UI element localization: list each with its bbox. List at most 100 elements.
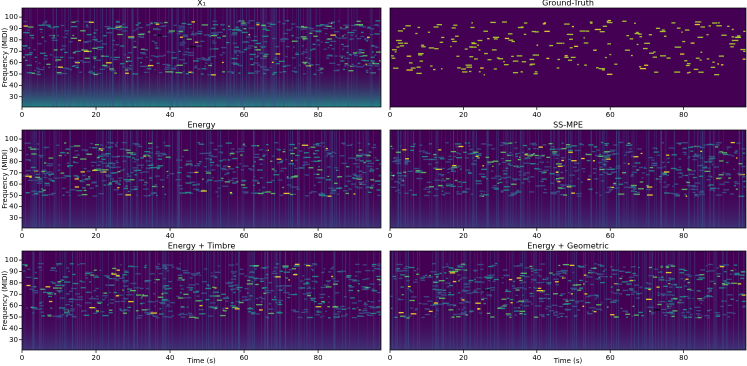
note-energy bbox=[395, 161, 401, 162]
note-energy bbox=[677, 27, 681, 28]
note-energy bbox=[734, 152, 738, 153]
note-energy bbox=[432, 263, 436, 264]
note-energy bbox=[178, 51, 180, 52]
note-energy bbox=[546, 306, 549, 307]
note-energy bbox=[298, 143, 300, 144]
note-energy bbox=[274, 267, 279, 268]
note-energy bbox=[737, 173, 741, 174]
note-energy bbox=[307, 288, 311, 289]
note-energy bbox=[28, 72, 33, 73]
note-energy bbox=[515, 314, 517, 315]
note-energy bbox=[71, 22, 75, 23]
note-energy bbox=[622, 281, 628, 282]
note-energy bbox=[348, 157, 354, 158]
note-energy bbox=[510, 317, 512, 318]
note-energy bbox=[109, 167, 115, 168]
note-energy bbox=[209, 155, 213, 156]
note-energy bbox=[706, 295, 712, 296]
x-tick-label: 60 bbox=[606, 354, 615, 362]
note-energy bbox=[55, 59, 61, 60]
note-energy bbox=[55, 270, 57, 271]
note-energy bbox=[618, 142, 624, 143]
note-energy bbox=[455, 180, 457, 181]
note-energy bbox=[596, 304, 601, 305]
note-energy bbox=[306, 265, 311, 266]
note-energy bbox=[451, 169, 453, 170]
note-energy bbox=[273, 174, 279, 175]
note-energy bbox=[349, 290, 353, 291]
note-energy bbox=[561, 293, 566, 294]
note-energy bbox=[303, 283, 309, 284]
note-energy bbox=[256, 43, 261, 44]
note-energy bbox=[255, 284, 259, 285]
note-energy bbox=[462, 289, 465, 290]
note-energy bbox=[148, 280, 151, 281]
note-energy bbox=[95, 40, 97, 41]
note-energy bbox=[411, 67, 416, 68]
note-energy bbox=[291, 23, 296, 24]
note-energy bbox=[687, 185, 690, 186]
note-energy bbox=[187, 164, 192, 165]
note-energy bbox=[706, 271, 709, 272]
note-energy bbox=[43, 292, 47, 293]
note-energy bbox=[326, 155, 328, 156]
note-energy bbox=[324, 284, 329, 285]
x-tick-label: 80 bbox=[314, 232, 323, 240]
note-energy bbox=[570, 181, 572, 182]
note-energy bbox=[205, 158, 211, 159]
y-tick-label: 70 bbox=[9, 290, 18, 298]
note-energy bbox=[483, 31, 488, 32]
note-energy bbox=[155, 45, 157, 46]
note-energy bbox=[58, 291, 60, 292]
note-energy bbox=[370, 34, 373, 35]
note-energy bbox=[151, 22, 153, 23]
note-energy bbox=[442, 194, 445, 195]
note-energy bbox=[428, 164, 432, 165]
note-energy bbox=[102, 43, 107, 44]
note-energy bbox=[187, 297, 191, 298]
note-energy bbox=[508, 195, 513, 196]
note-energy bbox=[31, 191, 36, 192]
note-energy bbox=[303, 264, 308, 265]
note-energy bbox=[728, 305, 732, 306]
note-energy bbox=[508, 33, 513, 34]
note-energy bbox=[552, 154, 558, 155]
note-energy bbox=[220, 168, 226, 169]
note-energy bbox=[330, 268, 334, 269]
note-energy bbox=[127, 307, 131, 308]
note-energy bbox=[355, 264, 359, 265]
note-energy bbox=[463, 301, 469, 302]
note-energy bbox=[692, 186, 698, 187]
note-energy bbox=[568, 159, 571, 160]
note-energy bbox=[178, 275, 183, 276]
note-energy bbox=[686, 65, 690, 66]
note-energy bbox=[730, 46, 734, 47]
note-energy bbox=[377, 180, 380, 181]
note-energy bbox=[334, 167, 337, 168]
note-energy bbox=[208, 286, 210, 287]
note-energy bbox=[353, 53, 357, 54]
note-energy bbox=[710, 188, 716, 189]
note-energy bbox=[544, 166, 550, 167]
note-energy bbox=[543, 144, 546, 145]
note-energy bbox=[560, 184, 564, 185]
note-energy bbox=[464, 283, 470, 284]
note-energy bbox=[138, 36, 140, 37]
note-energy bbox=[273, 271, 276, 272]
note-energy bbox=[726, 173, 730, 174]
note-energy bbox=[480, 67, 484, 68]
note-energy bbox=[630, 38, 634, 39]
note-energy bbox=[361, 32, 364, 33]
note-energy bbox=[577, 178, 579, 179]
note-energy bbox=[81, 171, 85, 172]
note-energy bbox=[76, 154, 80, 155]
note-energy bbox=[250, 265, 255, 266]
note-energy bbox=[372, 45, 374, 46]
note-energy bbox=[583, 37, 585, 38]
note-energy bbox=[266, 30, 270, 31]
note-energy bbox=[604, 143, 609, 144]
note-energy bbox=[136, 317, 142, 318]
x-tick-label: 20 bbox=[459, 232, 468, 240]
note-energy bbox=[78, 40, 81, 41]
note-energy bbox=[636, 297, 640, 298]
